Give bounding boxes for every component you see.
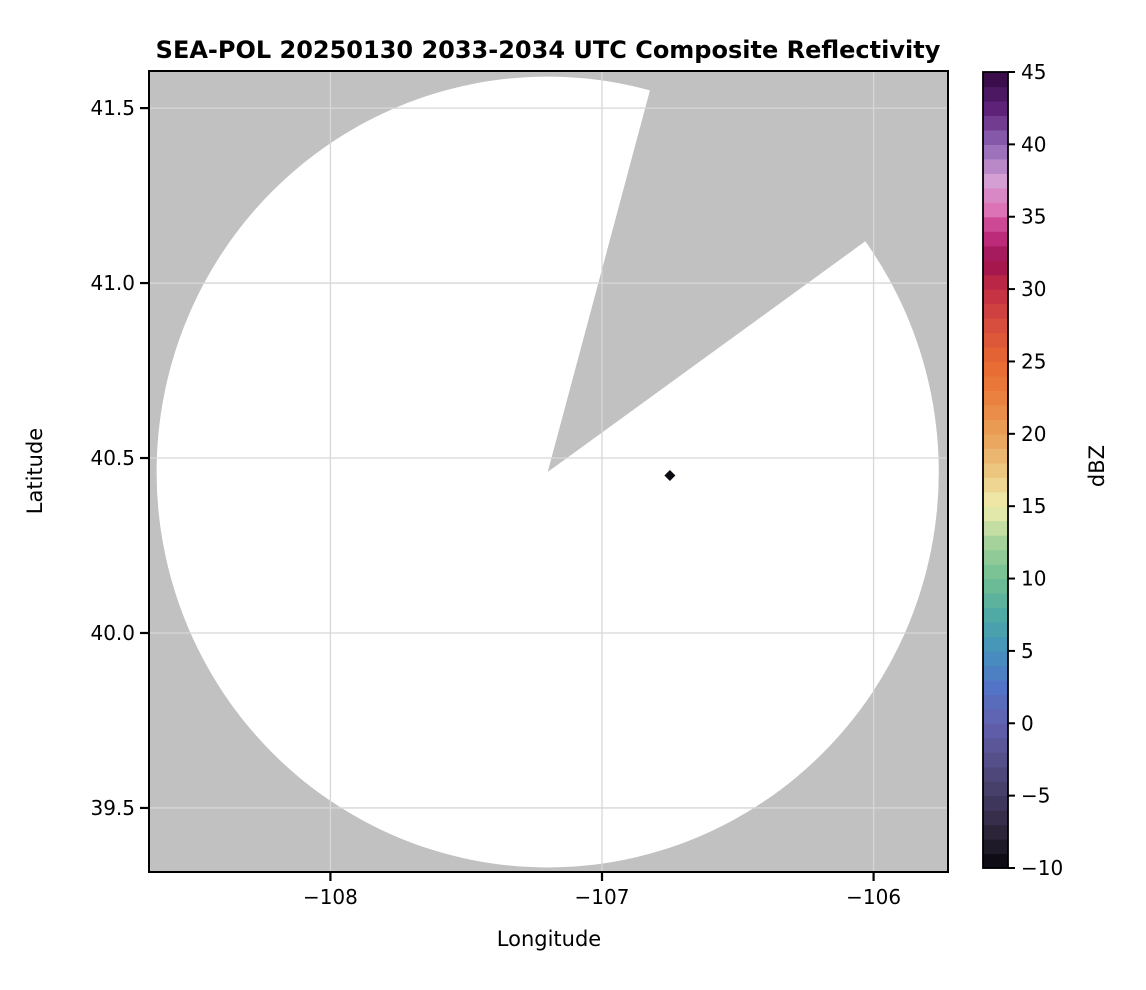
colorbar-tick-label: 20 bbox=[1021, 422, 1046, 446]
colorbar-band bbox=[983, 115, 1008, 131]
blocked-sector-wedge bbox=[547, 71, 928, 473]
colorbar-band bbox=[983, 723, 1008, 739]
y-tick-label: 41.0 bbox=[90, 271, 135, 295]
colorbar-tick-label: 35 bbox=[1021, 205, 1046, 229]
colorbar-tick-label: 30 bbox=[1021, 277, 1046, 301]
colorbar-tick-label: 40 bbox=[1021, 132, 1046, 156]
colorbar: 45 40 35 30 25 20 15 10 5 0 −5 −10 bbox=[982, 60, 1063, 880]
colorbar-label: dBZ bbox=[1085, 445, 1109, 487]
colorbar-band bbox=[983, 158, 1008, 174]
colorbar-band bbox=[983, 607, 1008, 623]
colorbar-band bbox=[983, 694, 1008, 710]
colorbar-band bbox=[983, 361, 1008, 377]
colorbar-band bbox=[983, 318, 1008, 334]
colorbar-tick-label: 10 bbox=[1021, 567, 1046, 591]
echo-layer bbox=[664, 470, 676, 482]
colorbar-band bbox=[983, 810, 1008, 826]
x-tick-label: −106 bbox=[846, 885, 901, 909]
grid-layer bbox=[149, 71, 948, 872]
y-tick-label: 40.5 bbox=[90, 446, 135, 470]
colorbar-band bbox=[983, 245, 1008, 261]
colorbar-band bbox=[983, 766, 1008, 782]
colorbar-band bbox=[983, 578, 1008, 594]
colorbar-frame bbox=[982, 71, 1009, 869]
colorbar-band bbox=[983, 100, 1008, 117]
axes-frame bbox=[148, 70, 949, 873]
colorbar-band bbox=[983, 636, 1008, 652]
colorbar-band bbox=[983, 535, 1008, 551]
y-axis-label: Latitude bbox=[23, 428, 47, 514]
colorbar-band bbox=[983, 621, 1008, 638]
colorbar-band bbox=[983, 346, 1008, 363]
colorbar-band bbox=[983, 477, 1008, 493]
colorbar-band bbox=[983, 375, 1008, 391]
colorbar-band bbox=[983, 86, 1008, 102]
colorbar-band bbox=[983, 173, 1008, 189]
colorbar-band bbox=[983, 752, 1008, 768]
colorbar-band bbox=[983, 462, 1008, 478]
y-tick-label: 39.5 bbox=[90, 796, 135, 820]
colorbar-band bbox=[983, 72, 1008, 88]
radar-echo-marker bbox=[664, 470, 676, 482]
colorbar-tick-label: −5 bbox=[1021, 784, 1050, 808]
colorbar-band bbox=[983, 390, 1008, 406]
colorbar-band bbox=[983, 187, 1008, 203]
colorbar-tick-label: 25 bbox=[1021, 349, 1046, 373]
colorbar-band bbox=[983, 853, 1008, 869]
colorbar-band bbox=[983, 737, 1008, 753]
map-layer bbox=[149, 71, 948, 872]
axes-layer: −108 −107 −106 41.5 41.0 40.5 40.0 39.5 bbox=[90, 70, 949, 909]
colorbar-band bbox=[983, 824, 1008, 840]
colorbar-band bbox=[983, 564, 1008, 580]
colorbar-band bbox=[983, 708, 1008, 724]
colorbar-tick-label: 0 bbox=[1021, 711, 1034, 735]
colorbar-band bbox=[983, 549, 1008, 565]
colorbar-band bbox=[983, 781, 1008, 797]
colorbar-band bbox=[983, 260, 1008, 276]
colorbar-band bbox=[983, 795, 1008, 811]
chart-title: SEA-POL 20250130 2033-2034 UTC Composite… bbox=[156, 36, 941, 64]
colorbar-band bbox=[983, 665, 1008, 681]
colorbar-band bbox=[983, 650, 1008, 666]
colorbar-band bbox=[983, 303, 1008, 319]
colorbar-tick-label: 45 bbox=[1021, 60, 1046, 84]
colorbar-band bbox=[983, 448, 1008, 464]
colorbar-band bbox=[983, 419, 1008, 435]
colorbar-tick-label: −10 bbox=[1021, 856, 1063, 880]
colorbar-tick-label: 5 bbox=[1021, 639, 1034, 663]
colorbar-band bbox=[983, 506, 1008, 522]
colorbar-band bbox=[983, 593, 1008, 609]
colorbar-band bbox=[983, 216, 1008, 232]
x-tick-label: −108 bbox=[303, 885, 358, 909]
x-axis-label: Longitude bbox=[497, 927, 601, 951]
x-tick-label: −107 bbox=[575, 885, 630, 909]
colorbar-tick-label: 15 bbox=[1021, 494, 1046, 518]
colorbar-band bbox=[983, 839, 1008, 855]
colorbar-band bbox=[983, 202, 1008, 218]
y-tick-label: 41.5 bbox=[90, 96, 135, 120]
colorbar-band bbox=[983, 491, 1008, 507]
colorbar-band bbox=[983, 433, 1008, 449]
colorbar-band bbox=[983, 289, 1008, 305]
y-tick-label: 40.0 bbox=[90, 621, 135, 645]
colorbar-band bbox=[983, 231, 1008, 247]
colorbar-band bbox=[983, 129, 1008, 145]
colorbar-band bbox=[983, 274, 1008, 290]
colorbar-band bbox=[983, 679, 1008, 695]
colorbar-band bbox=[983, 332, 1008, 348]
colorbar-band bbox=[983, 144, 1008, 160]
colorbar-band bbox=[983, 520, 1008, 536]
colorbar-band bbox=[983, 404, 1008, 420]
